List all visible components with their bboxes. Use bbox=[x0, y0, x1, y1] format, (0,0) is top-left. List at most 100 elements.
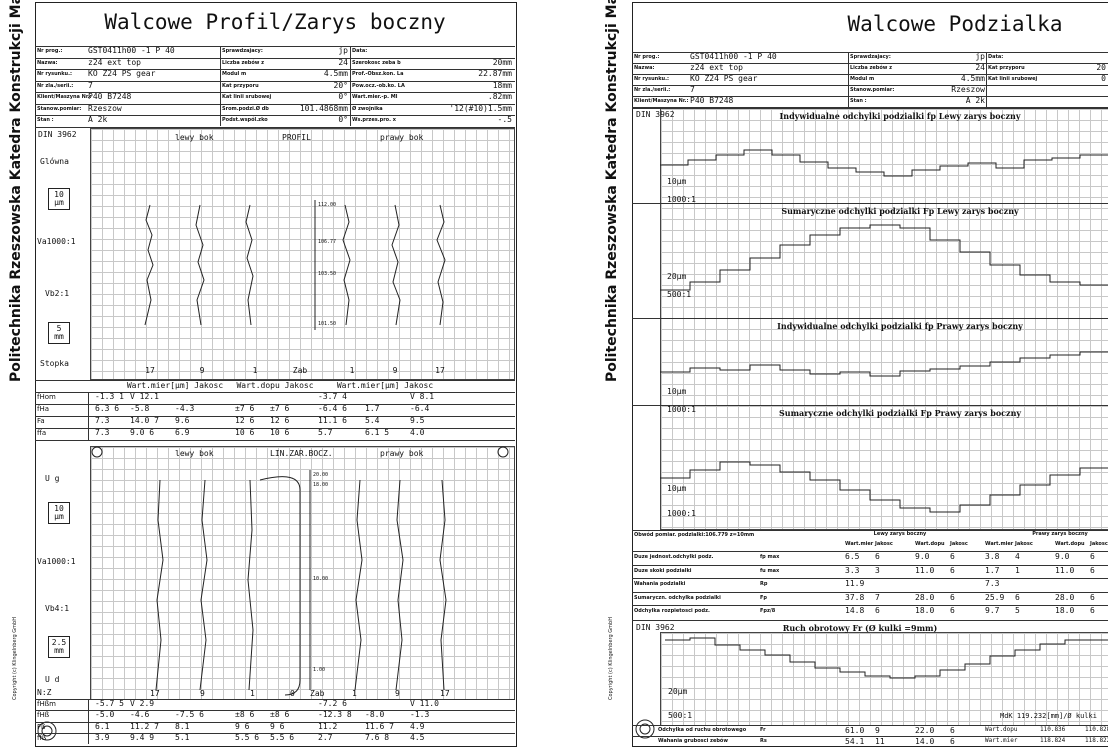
cell: -6.4 bbox=[410, 404, 430, 413]
field-value: 20 bbox=[1096, 63, 1106, 72]
column-header: Wart.dopu Jakosc bbox=[236, 381, 314, 390]
field-label: Nr zla./serii.: bbox=[634, 87, 671, 93]
side-label: 10 µm bbox=[48, 502, 70, 524]
cell: 9.4 9 bbox=[130, 732, 155, 742]
tooth-number: 1 bbox=[349, 366, 355, 375]
field-label: Liczba zebów z bbox=[222, 59, 265, 66]
cell: 4 bbox=[1015, 552, 1020, 561]
field-label: Kat linii srubowej bbox=[222, 94, 272, 100]
rule bbox=[632, 405, 1108, 406]
cell: 11 bbox=[875, 737, 885, 746]
row-label: ffß bbox=[37, 733, 47, 742]
cell: 5.4 bbox=[365, 416, 380, 425]
cell: 118.822 bbox=[1085, 737, 1108, 744]
cell: 25.9 bbox=[985, 592, 1005, 602]
field-value: z24 ext top bbox=[690, 63, 743, 72]
plot-label: PROFIL bbox=[282, 133, 311, 142]
cell: 54.1 bbox=[845, 737, 865, 746]
rule bbox=[632, 591, 1108, 593]
cell: 7.6 8 bbox=[365, 732, 390, 742]
field-value: '12(#10)1.5mm bbox=[449, 103, 512, 113]
rule bbox=[35, 710, 515, 712]
field-label: Liczba zebów z bbox=[850, 65, 893, 71]
group-header: Prawy zarys boczny bbox=[1032, 531, 1088, 537]
divider bbox=[88, 392, 89, 440]
cell: V 2.9 bbox=[130, 699, 155, 708]
cell: -8.0 bbox=[365, 710, 385, 720]
ratio-label: 1000:1 bbox=[667, 195, 696, 204]
cell: ±7 6 bbox=[270, 404, 290, 413]
cell: 3.8 bbox=[985, 552, 1000, 561]
cell: 9.6 bbox=[175, 416, 190, 425]
scale-label: 20µm bbox=[667, 272, 687, 281]
field-value: z24 ext top bbox=[88, 57, 141, 67]
column-header: Jakosc bbox=[950, 541, 968, 547]
rule bbox=[632, 108, 1108, 109]
tooth-number: 17 bbox=[150, 689, 160, 698]
copyright: Copyright (c) Klingelnberg GmbH bbox=[12, 617, 18, 700]
field-value: jp bbox=[975, 52, 985, 61]
cell: -5.8 bbox=[130, 404, 150, 413]
row-symbol: Fpz/8 bbox=[760, 608, 776, 614]
cell: 6.9 bbox=[175, 428, 190, 437]
field-value: 20mm bbox=[492, 57, 512, 67]
rule bbox=[35, 80, 515, 82]
cell: 3.3 bbox=[845, 565, 860, 575]
rule bbox=[632, 107, 1108, 108]
chart-title: Sumaryczne odchylki podzialki Fp Lewy za… bbox=[781, 206, 1019, 216]
field-value: GST0411h00 -1 P 40 bbox=[88, 46, 175, 55]
side-label: 5 mm bbox=[48, 322, 70, 344]
field-label: Klient/Maszyna Nr.: bbox=[634, 98, 689, 104]
rule bbox=[35, 115, 515, 116]
copyright: Copyright (c) Klingelnberg GmbH bbox=[608, 617, 614, 700]
side-label: 10 µm bbox=[48, 188, 70, 210]
field-value: 4.5mm bbox=[960, 74, 985, 83]
cell: 61.0 bbox=[845, 726, 865, 735]
cell: -6.4 6 bbox=[318, 404, 347, 413]
title: Walcowe Profil/Zarys boczny bbox=[104, 10, 446, 34]
rule bbox=[632, 530, 1108, 531]
rule bbox=[35, 440, 515, 441]
rule bbox=[632, 551, 1108, 552]
cell: 12 6 bbox=[235, 416, 255, 425]
rule bbox=[632, 578, 1108, 579]
tooth-number: 1 bbox=[252, 366, 258, 375]
cell: 5.5 6 bbox=[235, 732, 260, 742]
note: MdK 119.232[mm]/Ø kulki bbox=[1000, 712, 1097, 720]
rule bbox=[632, 725, 1108, 726]
cell: ±8 6 bbox=[235, 710, 255, 720]
cell: 6.5 bbox=[845, 552, 860, 561]
row-symbol: fu max bbox=[760, 567, 780, 574]
title: Walcowe Podzialka bbox=[847, 12, 1063, 36]
column-header: Wart.dopu bbox=[1055, 541, 1085, 547]
tooth-number: 9 bbox=[392, 366, 398, 375]
column-header: Jakosc bbox=[1090, 541, 1108, 547]
cell: 4.9 bbox=[410, 721, 425, 731]
chart-title: Indywidualne odchylki podzialki fp Prawy… bbox=[777, 321, 1023, 331]
row-symbol: Fr bbox=[760, 727, 766, 733]
plot-label: prawy bok bbox=[380, 133, 424, 142]
cell: 14.0 bbox=[915, 737, 935, 746]
field-value: Rzeszow bbox=[951, 85, 985, 94]
scale-tick: 1.00 bbox=[313, 667, 326, 673]
rule bbox=[35, 416, 515, 417]
cell: 3 bbox=[875, 565, 880, 575]
field-value: KO Z24 PS gear bbox=[88, 69, 156, 78]
divider bbox=[986, 52, 987, 107]
side-label: U g bbox=[45, 474, 60, 483]
side-label: Vb2:1 bbox=[45, 289, 70, 298]
column-header: Wart.mier bbox=[985, 541, 1014, 547]
row-label: fHßm bbox=[37, 700, 56, 708]
cell: 9.0 6 bbox=[130, 428, 155, 437]
cell: 6 bbox=[875, 606, 880, 615]
field-label: Nr zla./serii.: bbox=[37, 82, 74, 89]
standard: DIN 3962 bbox=[38, 130, 77, 139]
field-label: Ws.przes.pro. x bbox=[352, 117, 396, 123]
tooth-number: Zab bbox=[292, 366, 308, 375]
tooth-number: 9 bbox=[395, 689, 400, 698]
cell: 6 bbox=[1090, 565, 1095, 575]
cell: 4.0 bbox=[410, 428, 425, 437]
profile-grid bbox=[90, 128, 515, 380]
rule bbox=[632, 318, 1108, 319]
